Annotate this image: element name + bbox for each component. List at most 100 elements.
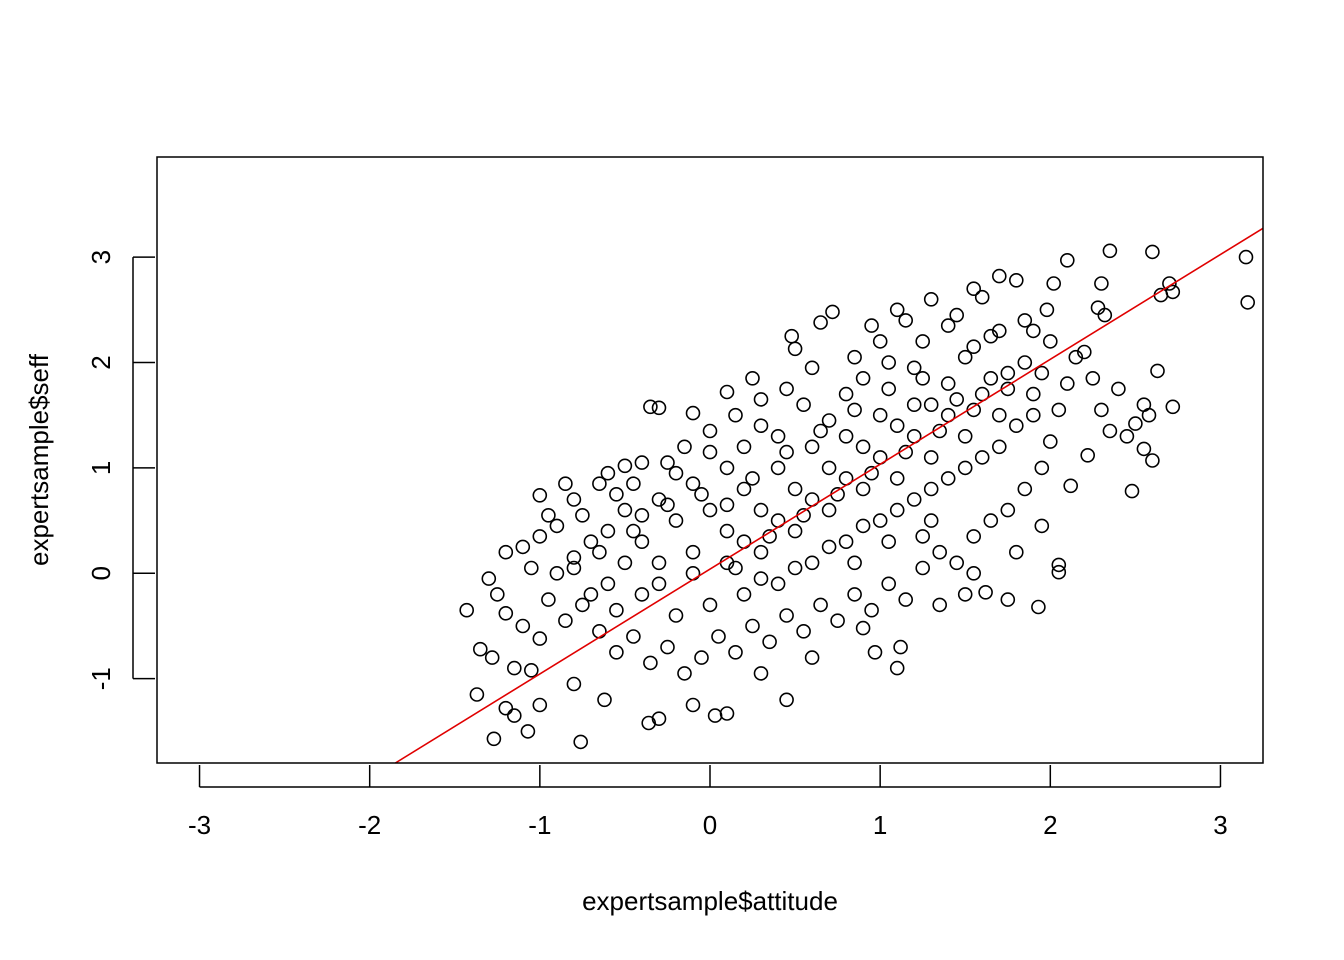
data-point [685, 697, 701, 713]
y-tick-label: 1 [86, 461, 116, 475]
data-point [583, 587, 599, 602]
data-point [966, 565, 982, 581]
data-point [1034, 365, 1050, 381]
data-point [1060, 252, 1075, 268]
data-point [549, 518, 565, 534]
data-point [651, 711, 667, 727]
data-point [983, 328, 999, 344]
data-point [541, 507, 556, 523]
data-point [1145, 453, 1160, 468]
data-point [1000, 592, 1016, 607]
data-point [643, 399, 658, 415]
data-point [728, 407, 743, 423]
data-point [838, 386, 854, 402]
data-point [838, 428, 854, 444]
data-point [864, 318, 879, 333]
data-point [1136, 441, 1152, 457]
x-tick-label: -2 [358, 810, 381, 840]
data-point [796, 623, 811, 639]
data-point [847, 402, 862, 418]
data-point [498, 700, 514, 716]
data-point [787, 481, 803, 497]
data-point [719, 460, 735, 476]
data-point [787, 560, 803, 576]
data-point [991, 268, 1007, 284]
data-point [753, 666, 769, 681]
data-point [745, 370, 760, 386]
data-point [906, 492, 922, 507]
data-point [549, 565, 565, 581]
data-point [626, 476, 641, 492]
data-point [932, 544, 948, 560]
data-point [940, 471, 956, 486]
data-point [753, 418, 769, 434]
plot-frame [156, 156, 1264, 764]
data-point [923, 481, 939, 497]
data-point [459, 602, 475, 618]
x-tick-label: 1 [873, 810, 887, 840]
data-point [889, 660, 905, 676]
data-point [651, 555, 667, 571]
regression-line [394, 227, 1264, 764]
data-point [753, 392, 769, 407]
data-point [898, 592, 914, 607]
data-point [651, 576, 667, 592]
data-point [770, 576, 786, 592]
data-point [804, 650, 820, 665]
data-point [881, 534, 897, 550]
data-point [660, 639, 675, 655]
data-point [915, 560, 931, 576]
data-point [991, 407, 1007, 423]
data-point [745, 471, 760, 486]
y-axis-title: expertsample$seff [24, 353, 54, 566]
y-tick-label: 3 [86, 250, 116, 264]
data-point [1119, 428, 1135, 444]
data-point [609, 486, 624, 502]
data-point [864, 602, 879, 618]
data-point [668, 513, 684, 528]
data-point [1141, 407, 1157, 423]
data-point [813, 315, 828, 330]
data-point [617, 458, 633, 474]
data-point [889, 502, 905, 518]
data-point [923, 450, 939, 465]
data-point [915, 370, 931, 386]
data-point [1008, 418, 1024, 434]
data-point [813, 597, 828, 613]
data-point [1043, 434, 1058, 449]
data-point [804, 439, 820, 455]
data-point [779, 608, 794, 623]
data-point [626, 523, 641, 539]
data-point [753, 502, 769, 518]
data-point [855, 481, 871, 497]
data-point [1102, 243, 1118, 259]
data-point [974, 450, 990, 465]
data-point [634, 534, 650, 550]
data-point [872, 407, 888, 423]
data-point [506, 660, 522, 676]
data-point [515, 539, 531, 555]
data-point [523, 662, 539, 678]
data-point [949, 392, 965, 407]
data-point [847, 587, 862, 602]
data-point [660, 455, 675, 470]
data-point [520, 724, 536, 739]
data-point [821, 413, 837, 428]
data-point [915, 334, 931, 349]
data-point [1031, 599, 1046, 615]
data-point [1111, 381, 1126, 397]
data-point [957, 587, 973, 602]
data-point [609, 644, 624, 660]
data-point [515, 618, 531, 634]
data-point [685, 405, 701, 421]
data-point [472, 641, 488, 657]
data-point [1026, 386, 1041, 402]
data-point [1000, 365, 1016, 381]
data-point [779, 444, 794, 460]
data-point [600, 465, 616, 481]
data-point [1077, 344, 1092, 360]
data-point [498, 544, 514, 560]
data-point [1094, 276, 1109, 291]
data-point [893, 639, 908, 655]
data-point [1094, 402, 1109, 418]
